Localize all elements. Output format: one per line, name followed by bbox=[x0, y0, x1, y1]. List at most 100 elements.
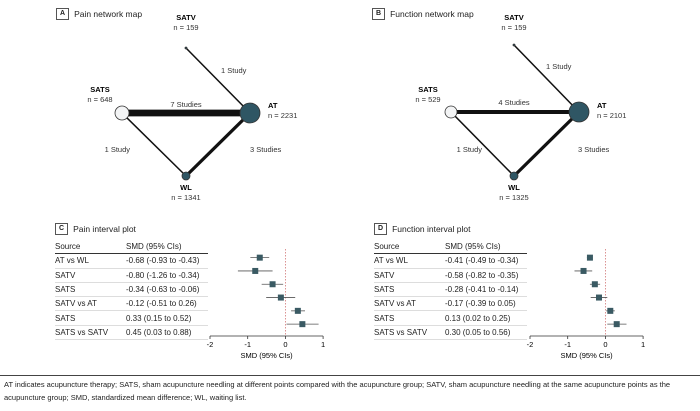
point-estimate bbox=[580, 267, 587, 274]
row-source: SATS vs SATV bbox=[374, 325, 445, 341]
edge-label: 1 Study bbox=[546, 62, 572, 71]
node-count: n = 1341 bbox=[171, 193, 200, 202]
node-label: AT bbox=[597, 101, 607, 110]
row-source: SATS bbox=[55, 310, 126, 326]
node-label: SATS bbox=[418, 85, 437, 94]
edge-label: 3 Studies bbox=[250, 145, 282, 154]
panel-c-label: C Pain interval plot bbox=[55, 223, 136, 235]
node-count: n = 159 bbox=[173, 23, 198, 32]
row-smd: -0.58 (-0.82 to -0.35) bbox=[445, 268, 527, 283]
footnote: AT indicates acupuncture therapy; SATS, … bbox=[4, 380, 671, 402]
point-estimate bbox=[299, 321, 306, 328]
node-count: n = 529 bbox=[415, 95, 440, 104]
point-estimate bbox=[256, 254, 263, 261]
header-source: Source bbox=[374, 240, 445, 255]
table-header: Source SMD (95% CIs) bbox=[374, 240, 527, 255]
table-row: SATS 0.13 (0.02 to 0.25) bbox=[374, 310, 527, 326]
network-node bbox=[444, 105, 458, 119]
point-estimate bbox=[294, 307, 301, 314]
table-row: AT vs WL -0.68 (-0.93 to -0.43) bbox=[55, 253, 208, 269]
point-estimate bbox=[269, 281, 276, 288]
table-row: SATV vs AT -0.17 (-0.39 to 0.05) bbox=[374, 296, 527, 312]
node-label: SATS bbox=[90, 85, 109, 94]
point-estimate bbox=[595, 294, 602, 301]
panel-letter: D bbox=[374, 223, 388, 235]
network-edge bbox=[184, 111, 252, 178]
node-label: AT bbox=[268, 101, 278, 110]
node-count: n = 2101 bbox=[597, 111, 626, 120]
table-row: SATS vs SATV 0.30 (0.05 to 0.56) bbox=[374, 325, 527, 341]
node-label: WL bbox=[508, 183, 520, 192]
point-estimate bbox=[591, 281, 598, 288]
table-header: Source SMD (95% CIs) bbox=[55, 240, 208, 255]
edge-label: 4 Studies bbox=[498, 98, 530, 107]
pain-table: Source SMD (95% CIs) AT vs WL -0.68 (-0.93 … bbox=[55, 240, 208, 341]
table-row: SATS -0.34 (-0.63 to -0.06) bbox=[55, 282, 208, 298]
point-estimate bbox=[586, 254, 593, 261]
edge-label: 1 Study bbox=[105, 145, 131, 154]
panel-b-label: B Function network map bbox=[372, 8, 474, 20]
panel-letter: B bbox=[372, 8, 386, 20]
network-edge bbox=[450, 111, 515, 177]
edge-label: 1 Study bbox=[221, 66, 247, 75]
edge-label: 1 Study bbox=[457, 145, 483, 154]
node-label: SATV bbox=[504, 13, 523, 22]
x-tick-label: 1 bbox=[321, 340, 325, 349]
point-estimate bbox=[277, 294, 284, 301]
row-smd: -0.68 (-0.93 to -0.43) bbox=[126, 253, 208, 269]
row-smd: -0.34 (-0.63 to -0.06) bbox=[126, 282, 208, 298]
row-smd: -0.12 (-0.51 to 0.26) bbox=[126, 296, 208, 312]
x-tick-label: -2 bbox=[527, 340, 534, 349]
x-tick-label: -1 bbox=[244, 340, 251, 349]
network-edge bbox=[121, 112, 187, 177]
x-tick-label: 0 bbox=[603, 340, 607, 349]
panel-a-label: A Pain network map bbox=[56, 8, 142, 20]
network-node bbox=[114, 105, 130, 121]
row-smd: -0.28 (-0.41 to -0.14) bbox=[445, 282, 527, 298]
x-tick-label: 1 bbox=[641, 340, 645, 349]
row-source: SATS vs SATV bbox=[55, 325, 126, 341]
divider bbox=[0, 375, 700, 376]
panel-title: Pain network map bbox=[74, 9, 143, 19]
table-row: SATS vs SATV 0.45 (0.03 to 0.88) bbox=[55, 325, 208, 341]
x-tick-label: -2 bbox=[207, 340, 214, 349]
row-source: SATS bbox=[374, 310, 445, 326]
node-count: n = 1325 bbox=[499, 193, 528, 202]
table-row: AT vs WL -0.41 (-0.49 to -0.34) bbox=[374, 253, 527, 269]
table-row: SATS -0.28 (-0.41 to -0.14) bbox=[374, 282, 527, 298]
row-source: SATV bbox=[374, 268, 445, 283]
row-smd: 0.13 (0.02 to 0.25) bbox=[445, 310, 527, 326]
x-tick-label: -1 bbox=[564, 340, 571, 349]
table-row: SATS 0.33 (0.15 to 0.52) bbox=[55, 310, 208, 326]
panel-title: Pain interval plot bbox=[73, 224, 136, 234]
network-edge bbox=[512, 110, 581, 178]
node-count: n = 648 bbox=[87, 95, 112, 104]
header-smd: SMD (95% CIs) bbox=[445, 240, 527, 255]
row-smd: -0.17 (-0.39 to 0.05) bbox=[445, 296, 527, 312]
row-source: SATV vs AT bbox=[374, 296, 445, 312]
node-count: n = 159 bbox=[501, 23, 526, 32]
panel-letter: C bbox=[55, 223, 69, 235]
panel-letter: A bbox=[56, 8, 70, 20]
row-source: SATS bbox=[374, 282, 445, 298]
row-smd: 0.30 (0.05 to 0.56) bbox=[445, 325, 527, 341]
table-row: SATV -0.58 (-0.82 to -0.35) bbox=[374, 268, 527, 283]
network-edge bbox=[513, 44, 580, 113]
x-tick-label: 0 bbox=[283, 340, 287, 349]
edge-label: 7 Studies bbox=[170, 100, 202, 109]
x-axis-label: SMD (95% CIs) bbox=[241, 351, 294, 360]
point-estimate bbox=[607, 307, 614, 314]
row-smd: 0.33 (0.15 to 0.52) bbox=[126, 310, 208, 326]
node-label: WL bbox=[180, 183, 192, 192]
network-node bbox=[512, 43, 516, 47]
row-source: SATV vs AT bbox=[55, 296, 126, 312]
network-edge bbox=[185, 47, 251, 114]
table-row: SATV vs AT -0.12 (-0.51 to 0.26) bbox=[55, 296, 208, 312]
edge-label: 3 Studies bbox=[578, 145, 610, 154]
node-label: SATV bbox=[176, 13, 195, 22]
row-source: AT vs WL bbox=[55, 253, 126, 269]
point-estimate bbox=[613, 321, 620, 328]
panel-title: Function network map bbox=[390, 9, 474, 19]
row-source: AT vs WL bbox=[374, 253, 445, 269]
